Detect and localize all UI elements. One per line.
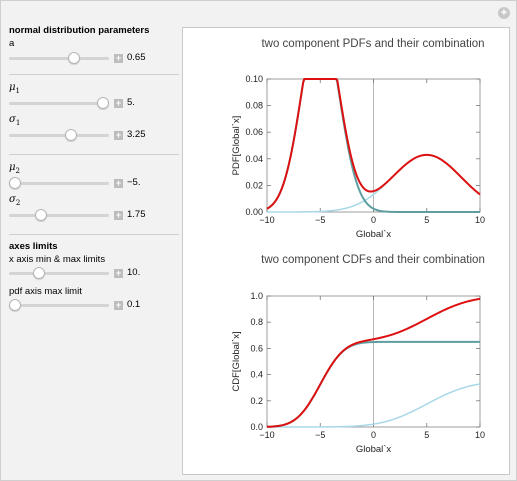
sigma1-slider[interactable] (9, 129, 109, 141)
slider-thumb[interactable] (68, 52, 80, 64)
mu1-value: 5. (127, 97, 135, 108)
mu2-value: −5. (127, 177, 141, 188)
pdflim-label: pdf axis max limit (9, 286, 82, 297)
sigma1-label: σ1 (9, 114, 21, 127)
y-tick-label: 0.08 (245, 101, 263, 111)
a-value: 0.65 (127, 52, 146, 63)
expand-plus-icon[interactable]: + (498, 7, 510, 19)
separator (9, 234, 179, 235)
slider-thumb[interactable] (33, 267, 45, 279)
xlim-plus-icon[interactable]: + (114, 268, 123, 278)
slider-thumb[interactable] (9, 299, 21, 311)
sigma2-value: 1.75 (127, 209, 146, 220)
y-axis-label: CDF[Global`x] (231, 331, 242, 391)
separator (9, 74, 179, 75)
y-tick-label: 0.02 (245, 180, 263, 190)
mu1-label: μ1 (9, 82, 20, 95)
x-tick-label: −10 (259, 215, 274, 225)
y-tick-label: 0.04 (245, 154, 263, 164)
x-tick-label: −10 (259, 430, 274, 440)
x-tick-label: −5 (315, 215, 325, 225)
slider-track (9, 102, 109, 105)
section-title-parameters: normal distribution parameters (9, 25, 150, 36)
slider-thumb[interactable] (35, 209, 47, 221)
pdflim-value: 0.1 (127, 299, 141, 310)
chart-title: two component CDFs and their combination (261, 254, 485, 266)
sigma1-value: 3.25 (127, 129, 146, 140)
chart-title: two component PDFs and their combination (261, 38, 484, 50)
y-tick-label: 0.00 (245, 207, 263, 217)
slider-thumb[interactable] (97, 97, 109, 109)
x-tick-label: 5 (424, 215, 429, 225)
y-tick-label: 0.0 (250, 422, 263, 432)
y-tick-label: 0.2 (250, 396, 263, 406)
pdflim-slider[interactable] (9, 299, 109, 311)
sigma2-plus-icon[interactable]: + (114, 210, 123, 220)
mu2-slider[interactable] (9, 177, 109, 189)
section-title-axes: axes limits (9, 241, 58, 252)
plot-area: two component PDFs and their combination… (182, 27, 510, 475)
slider-track (9, 304, 109, 307)
sigma1-plus-icon[interactable]: + (114, 130, 123, 140)
x-axis-label: Global`x (356, 229, 392, 240)
mu1-slider[interactable] (9, 97, 109, 109)
x-axis-label: Global`x (356, 444, 392, 455)
slider-track (9, 272, 109, 275)
series-line (267, 383, 481, 428)
y-tick-label: 0.4 (250, 370, 263, 380)
series-line (266, 78, 481, 210)
pdflim-plus-icon[interactable]: + (114, 300, 123, 310)
xlim-label: x axis min & max limits (9, 254, 106, 265)
slider-track (9, 214, 109, 217)
slider-track (9, 57, 109, 60)
y-axis-label: PDF[Global`x] (231, 116, 242, 176)
x-tick-label: −5 (315, 430, 325, 440)
y-tick-label: 0.10 (245, 74, 263, 84)
xlim-value: 10. (127, 267, 141, 278)
charts-svg: two component PDFs and their combination… (231, 38, 485, 455)
y-tick-label: 1.0 (250, 291, 263, 301)
separator (9, 154, 179, 155)
mu2-plus-icon[interactable]: + (114, 178, 123, 188)
y-tick-label: 0.6 (250, 343, 263, 353)
a-plus-icon[interactable]: + (114, 53, 123, 63)
sigma2-slider[interactable] (9, 209, 109, 221)
a-slider[interactable] (9, 52, 109, 64)
y-tick-label: 0.8 (250, 317, 263, 327)
slider-track (9, 134, 109, 137)
a-label: a (9, 38, 15, 49)
y-tick-label: 0.06 (245, 127, 263, 137)
x-tick-label: 0 (371, 215, 376, 225)
x-tick-label: 10 (475, 215, 485, 225)
slider-thumb[interactable] (65, 129, 77, 141)
slider-track (9, 182, 109, 185)
x-tick-label: 5 (424, 430, 429, 440)
mu1-plus-icon[interactable]: + (114, 98, 123, 108)
sigma2-label: σ2 (9, 194, 21, 207)
slider-thumb[interactable] (9, 177, 21, 189)
series-line (266, 297, 481, 428)
mu2-label: μ2 (9, 162, 20, 175)
x-tick-label: 10 (475, 430, 485, 440)
x-tick-label: 0 (371, 430, 376, 440)
xlim-slider[interactable] (9, 267, 109, 279)
